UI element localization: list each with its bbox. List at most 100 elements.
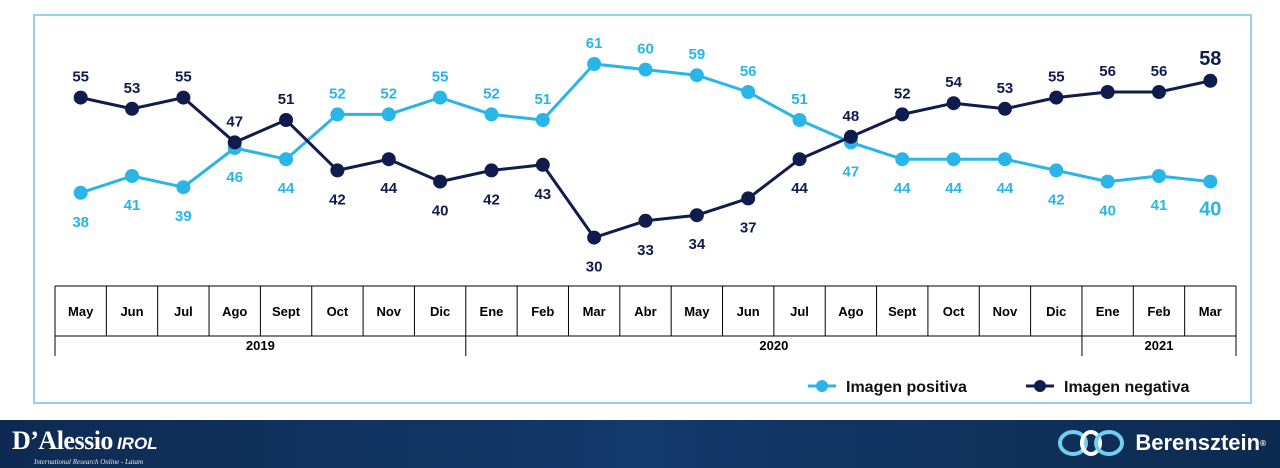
data-label-negativa: 42 (329, 191, 346, 208)
data-label-positiva: 55 (432, 69, 449, 86)
point-negativa (535, 157, 550, 172)
month-label: Feb (1147, 304, 1170, 319)
point-positiva (1151, 169, 1166, 183)
point-positiva (792, 113, 807, 127)
data-label-negativa: 53 (997, 80, 1014, 97)
data-label-positiva: 39 (175, 208, 192, 225)
line-chart: 2019 2020 2021 May Jun Jul Ago Sept Oct Nov Dic Ene… (54, 35, 1237, 396)
data-label-positiva: 44 (278, 180, 295, 197)
irol-brand: IROL (116, 434, 158, 453)
point-negativa (279, 113, 294, 127)
point-positiva (535, 113, 550, 127)
data-label-positiva: 51 (534, 91, 551, 108)
legend-positiva-marker (816, 380, 828, 392)
point-negativa (381, 152, 396, 167)
footer-bar: D’Alessio IROL International Research Onl… (0, 420, 1280, 468)
data-label-positiva: 40 (1199, 199, 1221, 221)
point-negativa (227, 135, 242, 150)
month-label: Sept (888, 304, 917, 319)
month-label: May (684, 304, 710, 319)
data-label-positiva: 44 (894, 180, 911, 197)
year-label-2021: 2021 (1145, 338, 1174, 353)
point-positiva (946, 152, 961, 167)
dalessio-brand: D’Alessio (12, 426, 113, 455)
month-label: May (68, 304, 94, 319)
dalessio-irol-logo: D’Alessio IROL International Research Onl… (12, 426, 158, 466)
point-negativa (176, 90, 191, 105)
year-label-2020: 2020 (759, 338, 788, 353)
point-negativa (792, 152, 807, 167)
point-negativa (741, 191, 756, 206)
dalessio-tagline: International Research Online - Latam (34, 458, 144, 466)
month-label: Oct (943, 304, 965, 319)
data-label-negativa: 33 (637, 242, 654, 259)
month-label: Jul (174, 304, 193, 319)
point-positiva (638, 62, 653, 77)
data-label-positiva: 41 (124, 197, 141, 214)
point-negativa (433, 174, 448, 189)
point-negativa (638, 213, 653, 228)
data-label-positiva: 61 (586, 35, 603, 52)
data-label-negativa: 34 (689, 236, 706, 253)
point-positiva (176, 180, 191, 195)
point-negativa (484, 163, 499, 178)
data-label-positiva: 44 (997, 180, 1014, 197)
point-positiva (689, 68, 704, 83)
point-negativa (689, 208, 704, 223)
month-label: Dic (430, 304, 450, 319)
data-label-positiva: 40 (1099, 203, 1116, 220)
month-label: Dic (1046, 304, 1066, 319)
point-negativa (330, 163, 345, 178)
point-positiva (125, 169, 140, 183)
point-positiva (895, 152, 910, 167)
berensztein-logo: Berensztein ® (1057, 430, 1266, 456)
data-label-negativa: 58 (1199, 48, 1221, 70)
month-label: Sept (272, 304, 301, 319)
month-label: Feb (531, 304, 554, 319)
month-label: Abr (634, 304, 656, 319)
point-positiva (741, 85, 756, 99)
data-label-positiva: 42 (1048, 191, 1065, 208)
year-label-2019: 2019 (246, 338, 275, 353)
month-label: Mar (583, 304, 606, 319)
legend-positiva-label: Imagen positiva (846, 379, 967, 396)
point-positiva (433, 90, 448, 105)
data-label-negativa: 37 (740, 219, 757, 236)
data-label-negativa: 48 (843, 108, 860, 125)
registered-mark: ® (1260, 438, 1266, 448)
data-label-positiva: 41 (1151, 197, 1168, 214)
data-label-negativa: 56 (1099, 63, 1116, 80)
data-label-positiva: 38 (72, 214, 89, 231)
point-negativa (587, 230, 602, 245)
data-label-negativa: 43 (534, 186, 551, 203)
data-label-positiva: 52 (380, 85, 397, 102)
legend-negativa-marker (1034, 380, 1046, 392)
point-positiva (1049, 163, 1064, 178)
month-label: Jul (790, 304, 809, 319)
point-negativa (997, 101, 1012, 116)
point-positiva (381, 107, 396, 122)
data-label-positiva: 46 (226, 169, 243, 186)
data-label-negativa: 30 (586, 259, 603, 276)
point-positiva (279, 152, 294, 167)
data-label-positiva: 47 (843, 163, 860, 180)
point-positiva (997, 152, 1012, 167)
data-label-negativa: 42 (483, 191, 500, 208)
point-positiva (73, 185, 88, 200)
data-label-negativa: 44 (380, 180, 397, 197)
point-negativa (946, 96, 961, 111)
data-label-positiva: 44 (945, 180, 962, 197)
berensztein-brand: Berensztein (1135, 430, 1261, 455)
data-label-negativa: 44 (791, 180, 808, 197)
series-line-positiva (80, 62, 1211, 195)
data-label-negativa: 56 (1151, 63, 1168, 80)
data-label-positiva: 60 (637, 41, 654, 58)
point-positiva (1203, 174, 1218, 189)
data-label-negativa: 54 (945, 74, 962, 91)
point-negativa (1203, 73, 1218, 88)
data-label-negativa: 55 (1048, 69, 1065, 86)
point-positiva (587, 57, 602, 71)
chart-frame (33, 14, 1252, 404)
month-label: Ene (480, 304, 504, 319)
data-label-negativa: 40 (432, 203, 449, 220)
